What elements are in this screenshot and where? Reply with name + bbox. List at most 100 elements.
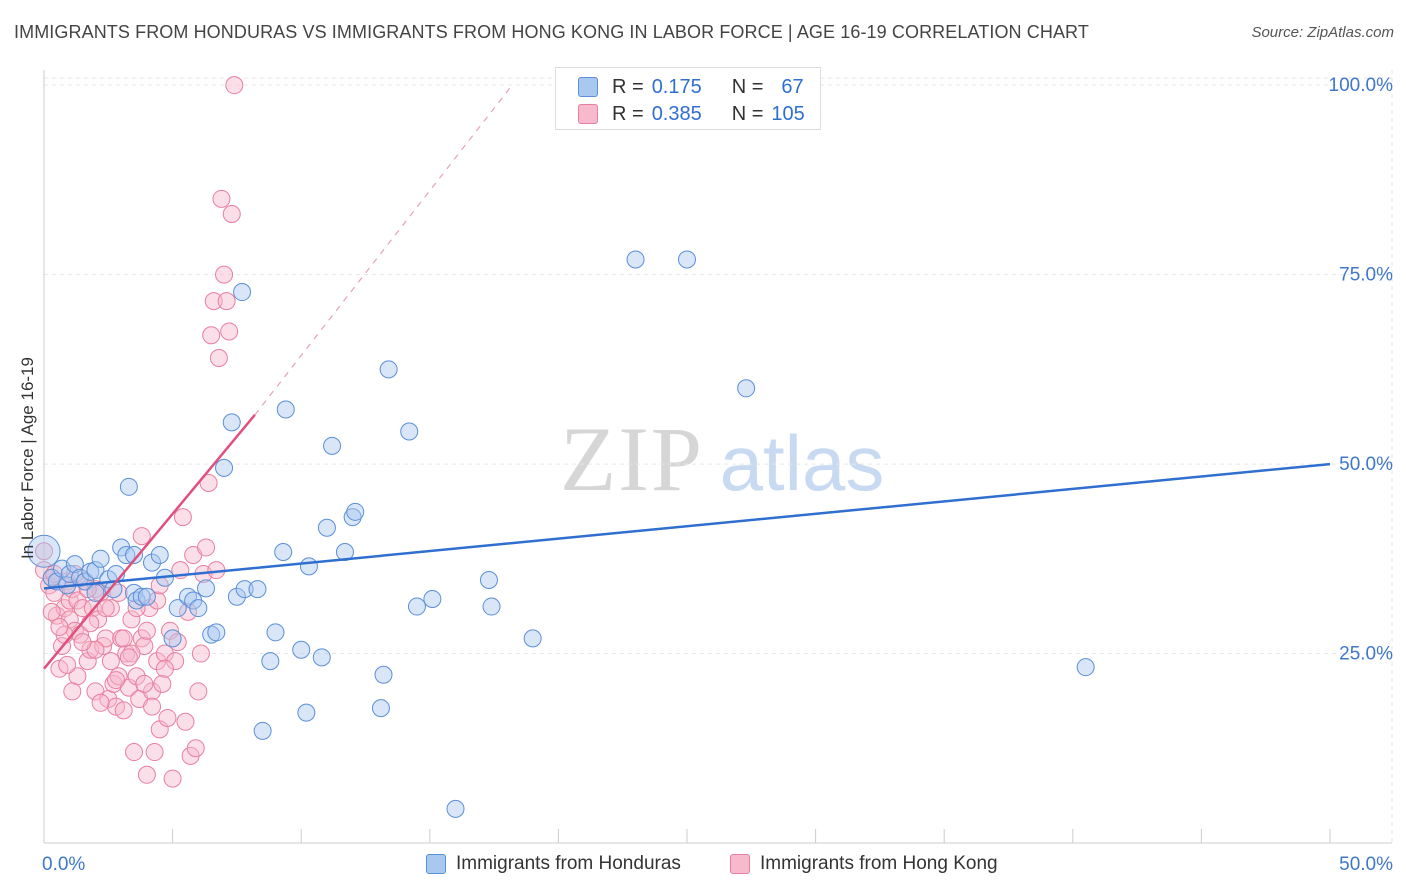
data-point-hong-kong <box>96 629 115 648</box>
data-point-honduras <box>407 597 426 616</box>
data-point-hong-kong <box>166 652 185 671</box>
data-point-honduras <box>215 458 234 477</box>
data-point-honduras <box>323 436 342 455</box>
data-point-hong-kong <box>132 527 151 546</box>
data-point-hong-kong <box>202 326 221 345</box>
data-point-hong-kong <box>127 667 146 686</box>
bottom-legend-swatch-honduras <box>426 854 446 874</box>
trend-line-honduras <box>43 462 1331 590</box>
data-point-honduras <box>197 579 216 598</box>
legend-r-value-hong-kong: 0.385 <box>651 102 702 125</box>
data-point-honduras <box>222 413 241 432</box>
data-point-honduras <box>163 629 182 648</box>
data-point-honduras <box>346 502 365 521</box>
data-point-honduras <box>60 564 79 583</box>
data-point-hong-kong <box>101 599 120 618</box>
data-point-hong-kong <box>173 508 192 527</box>
data-point-hong-kong <box>101 652 120 671</box>
data-point-hong-kong <box>135 674 154 693</box>
data-point-hong-kong <box>73 599 92 618</box>
data-point-honduras <box>374 665 393 684</box>
axes <box>43 70 1392 844</box>
data-point-honduras <box>143 553 162 572</box>
data-point-hong-kong <box>179 602 198 621</box>
data-point-honduras <box>678 250 696 269</box>
bottom-legend-honduras: Immigrants from Honduras <box>426 852 681 876</box>
data-point-honduras <box>227 587 246 606</box>
data-point-hong-kong <box>145 743 164 762</box>
bottom-legend-swatch-hong-kong <box>730 854 750 874</box>
data-point-honduras <box>299 557 318 576</box>
legend-r-label: R = <box>612 75 644 98</box>
stats-legend: R = 0.175 N = 67 R = 0.385 N = 105 <box>555 67 821 130</box>
data-point-honduras <box>86 561 105 580</box>
data-point-honduras <box>266 623 285 642</box>
data-point-hong-kong <box>153 674 172 693</box>
y-tick-label: 75.0% <box>1339 265 1393 286</box>
data-point-hong-kong <box>42 602 61 621</box>
legend-n-value-hong-kong: 105 <box>771 102 805 125</box>
legend-r-value-honduras: 0.175 <box>651 75 702 98</box>
data-point-honduras <box>27 534 61 568</box>
data-point-honduras <box>91 549 110 568</box>
legend-n-label: N = <box>731 102 764 125</box>
data-point-hong-kong <box>163 769 182 788</box>
data-point-honduras <box>1076 658 1095 677</box>
data-point-hong-kong <box>143 697 162 716</box>
data-point-hong-kong <box>155 644 174 663</box>
source-label: Source: ZipAtlas.com <box>1251 24 1394 41</box>
bottom-legend-hong-kong: Immigrants from Hong Kong <box>730 852 998 876</box>
data-point-hong-kong <box>186 739 205 758</box>
axis-ticks: 25.0% 50.0% 75.0% 100.0% 0.0% 50.0% <box>42 75 1393 875</box>
legend-n-label: N = <box>731 75 764 98</box>
grid-lines <box>44 70 1393 843</box>
data-point-hong-kong <box>35 542 53 561</box>
data-point-honduras <box>297 703 316 722</box>
data-point-hong-kong <box>204 292 223 311</box>
data-point-honduras <box>235 580 254 599</box>
data-point-hong-kong <box>114 629 133 648</box>
data-point-hong-kong <box>137 765 156 784</box>
legend-swatch-honduras <box>578 77 598 97</box>
data-point-honduras <box>276 400 295 419</box>
data-point-honduras <box>482 597 501 616</box>
data-point-honduras <box>189 599 208 618</box>
legend-swatch-hong-kong <box>578 104 598 124</box>
data-point-hong-kong <box>107 671 126 690</box>
data-point-honduras <box>168 599 187 618</box>
data-point-hong-kong <box>143 682 162 701</box>
data-point-hong-kong <box>155 659 174 678</box>
y-tick-label: 100.0% <box>1329 75 1394 96</box>
data-point-honduras <box>292 640 311 659</box>
data-point-hong-kong <box>50 618 69 637</box>
data-point-hong-kong <box>197 538 216 557</box>
trend-line-hong-kong-extension <box>254 84 513 416</box>
data-point-honduras <box>446 799 465 818</box>
data-point-honduras <box>125 546 144 565</box>
x-tick-label: 50.0% <box>1339 854 1393 875</box>
chart-title: IMMIGRANTS FROM HONDURAS VS IMMIGRANTS F… <box>14 22 1089 42</box>
data-point-honduras <box>253 721 272 740</box>
data-point-hong-kong <box>212 189 231 208</box>
data-point-hong-kong <box>199 474 218 493</box>
y-tick-label: 50.0% <box>1339 454 1393 475</box>
data-point-hong-kong <box>81 614 100 633</box>
series-hong-kong-points <box>35 76 244 788</box>
series-honduras-points <box>27 250 1095 818</box>
data-point-honduras <box>137 587 156 606</box>
data-point-hong-kong <box>125 743 144 762</box>
data-point-honduras <box>479 571 498 590</box>
data-point-honduras <box>379 360 398 379</box>
data-point-hong-kong <box>215 265 234 284</box>
data-point-hong-kong <box>222 204 241 223</box>
data-point-honduras <box>207 623 226 642</box>
data-point-honduras <box>117 546 136 565</box>
data-point-hong-kong <box>63 682 82 701</box>
data-point-hong-kong <box>148 591 167 610</box>
data-point-honduras <box>523 629 542 648</box>
data-point-honduras <box>150 546 169 565</box>
data-point-hong-kong <box>73 633 92 652</box>
data-point-honduras <box>65 555 84 574</box>
data-point-hong-kong <box>217 292 236 311</box>
